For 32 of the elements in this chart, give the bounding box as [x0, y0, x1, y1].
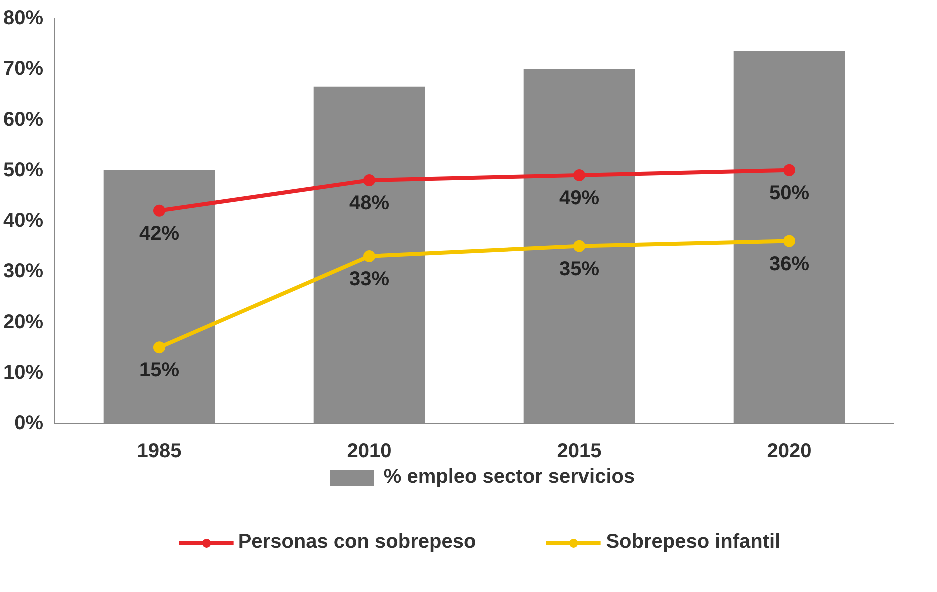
data-label: 50%	[769, 182, 810, 204]
point	[574, 240, 586, 252]
legend-label: Sobrepeso infantil	[606, 531, 781, 554]
point	[364, 250, 376, 262]
point	[574, 169, 586, 182]
x-tick-label: 1985	[137, 440, 182, 462]
y-tick-label: 80%	[3, 8, 44, 30]
point	[784, 164, 796, 176]
y-tick-label: 30%	[3, 260, 44, 283]
y-tick-label: 10%	[3, 362, 44, 384]
data-label: 48%	[349, 192, 390, 214]
point	[364, 174, 376, 186]
x-tick-label: 2015	[557, 440, 602, 462]
y-tick-label: 0%	[14, 412, 44, 434]
data-label: 42%	[139, 222, 180, 245]
data-label: 35%	[559, 258, 600, 280]
point	[154, 204, 166, 217]
y-tick-label: 60%	[3, 108, 44, 131]
y-tick-label: 50%	[3, 159, 44, 182]
y-tick-label: 40%	[3, 210, 44, 232]
point	[154, 342, 166, 354]
y-tick-label: 70%	[3, 58, 44, 80]
data-label: 36%	[769, 253, 810, 276]
x-tick-label: 2020	[767, 440, 812, 462]
legend-label: % empleo sector servicios	[384, 466, 636, 489]
data-label: 33%	[349, 268, 390, 290]
data-label: 15%	[139, 360, 180, 382]
x-tick-label: 2010	[347, 440, 392, 462]
data-label: 49%	[559, 187, 600, 210]
y-tick-label: 20%	[3, 311, 44, 334]
point	[784, 235, 796, 248]
legend-label: Personas con sobrepeso	[238, 531, 476, 554]
